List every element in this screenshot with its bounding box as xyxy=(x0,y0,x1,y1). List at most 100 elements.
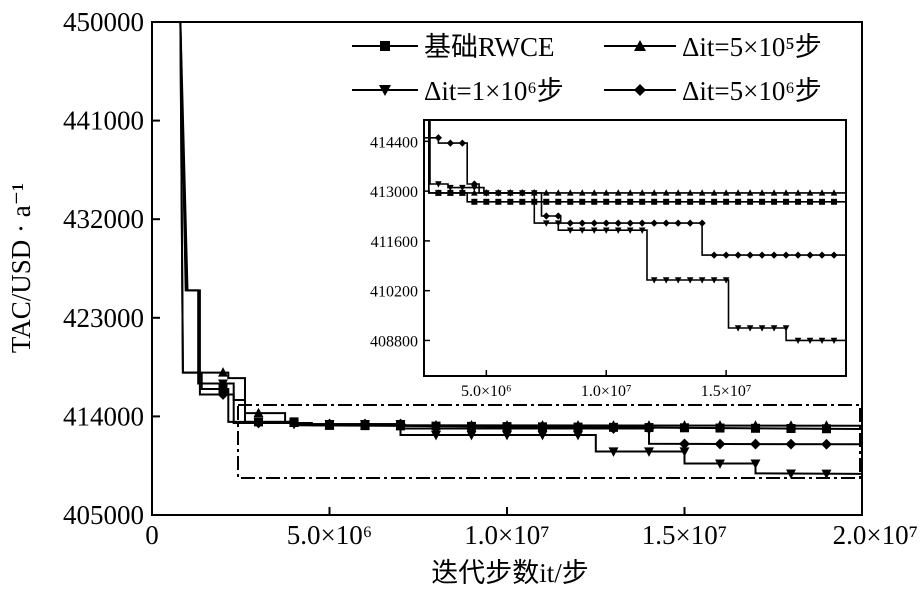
inset-data-point xyxy=(675,198,682,205)
inset-data-point xyxy=(686,189,694,196)
inset-y-tick-label: 410200 xyxy=(370,284,418,301)
data-point xyxy=(253,407,264,418)
inset-data-point xyxy=(662,189,670,196)
inset-data-point xyxy=(458,139,466,147)
y-tick-label: 423000 xyxy=(63,303,144,333)
inset-data-point xyxy=(698,277,706,284)
legend: 基础RWCE Δit=5×10⁵步 Δit=1×10⁶步 Δit=5×10⁶步 xyxy=(352,32,822,106)
inset-data-point xyxy=(590,219,598,227)
inset-series-3 xyxy=(424,120,846,345)
inset-y-tick-label: 411600 xyxy=(371,234,418,251)
inset-data-point xyxy=(674,277,682,284)
data-point xyxy=(786,420,796,430)
data-point xyxy=(785,438,797,450)
inset-data-point xyxy=(495,198,502,205)
inset-data-point xyxy=(579,198,586,205)
inset-data-point xyxy=(470,180,478,188)
y-axis-title: TAC/USD · a⁻¹ xyxy=(6,183,36,353)
inset-data-point xyxy=(806,251,814,259)
inset-data-point xyxy=(566,189,574,196)
legend-label-basic: 基础RWCE xyxy=(424,32,555,62)
data-point xyxy=(715,420,725,430)
data-point xyxy=(821,438,832,450)
inset-data-point xyxy=(818,337,826,345)
inset-data-point xyxy=(674,189,682,196)
data-point xyxy=(537,430,548,441)
inset-data-point xyxy=(591,198,598,205)
inset-data-point xyxy=(566,219,574,227)
inset-data-point xyxy=(830,189,838,196)
inset-data-point xyxy=(807,198,814,205)
data-point xyxy=(821,420,832,430)
inset-data-point xyxy=(782,189,790,196)
inset-data-point xyxy=(758,189,766,196)
legend-item-basic: 基础RWCE xyxy=(352,32,555,62)
inset-data-point xyxy=(638,189,646,196)
data-point xyxy=(466,430,477,441)
inset-series-group xyxy=(424,120,846,345)
inset-data-point xyxy=(746,251,754,259)
inset-data-point xyxy=(758,251,766,259)
inset-x-tick-label: 5.0×10⁶ xyxy=(461,383,512,400)
inset-data-point xyxy=(554,212,562,220)
data-point xyxy=(750,420,761,430)
inset-y-tick-label: 408800 xyxy=(370,333,418,350)
data-point xyxy=(714,438,726,450)
series-4 xyxy=(179,22,862,450)
data-point xyxy=(750,459,761,469)
inset-data-point xyxy=(698,219,706,227)
data-point xyxy=(218,367,228,377)
data-point xyxy=(608,447,619,457)
inset-data-point xyxy=(662,277,670,284)
data-point xyxy=(466,423,477,434)
data-point xyxy=(217,389,229,400)
inset-data-point xyxy=(638,227,646,234)
inset-data-point xyxy=(459,189,466,196)
inset-data-point xyxy=(663,198,670,205)
inset-data-point xyxy=(794,337,802,345)
inset-data-point xyxy=(698,189,706,196)
data-point xyxy=(395,418,406,430)
inset-data-point xyxy=(771,198,778,205)
y-tick-label: 450000 xyxy=(63,7,144,37)
inset-data-point xyxy=(447,184,454,192)
x-axis-title: 迭代步数it/步 xyxy=(431,558,589,588)
inset-data-point xyxy=(566,227,574,234)
inset-data-point xyxy=(590,189,598,196)
inset-data-point xyxy=(543,198,550,205)
inset-data-point xyxy=(818,189,826,196)
inset-x-tick-labels: 5.0×10⁶ 1.0×10⁷ 1.5×10⁷ xyxy=(461,370,751,400)
data-point xyxy=(715,459,725,469)
legend-label-dit-5e6: Δit=5×10⁶步 xyxy=(682,76,822,106)
inset-data-point xyxy=(578,227,586,234)
inset-data-point xyxy=(722,251,730,259)
y-tick-label: 414000 xyxy=(63,401,144,431)
data-point xyxy=(359,418,371,430)
data-point xyxy=(573,430,583,441)
inset-data-point xyxy=(614,189,622,196)
inset-data-point xyxy=(782,325,790,332)
data-point xyxy=(679,447,690,457)
inset-data-point xyxy=(699,198,706,205)
y-tick-label: 432000 xyxy=(63,204,144,234)
inset-data-point xyxy=(686,277,694,284)
inset-data-point xyxy=(650,219,658,227)
legend-item-dit-5e6: Δit=5×10⁶步 xyxy=(604,76,822,106)
inset-data-point xyxy=(471,184,478,192)
inset-data-point xyxy=(746,325,754,332)
inset-y-tick-label: 413000 xyxy=(370,184,418,201)
x-tick-label: 2.0×10⁷ xyxy=(833,520,918,550)
inset-data-point xyxy=(818,251,826,259)
data-point xyxy=(288,417,300,429)
legend-label-dit-5e5: Δit=5×10⁵步 xyxy=(682,32,822,62)
data-point xyxy=(218,384,228,394)
inset-data-point xyxy=(567,198,574,205)
inset-data-point xyxy=(614,227,622,234)
inset-data-point xyxy=(770,251,778,259)
legend-item-dit-1e6: Δit=1×10⁶步 xyxy=(352,76,564,106)
inset-data-point xyxy=(542,189,550,196)
inset-data-point xyxy=(734,251,742,259)
inset-data-point xyxy=(734,325,742,332)
inset-data-point xyxy=(794,189,802,196)
data-point xyxy=(502,430,512,441)
